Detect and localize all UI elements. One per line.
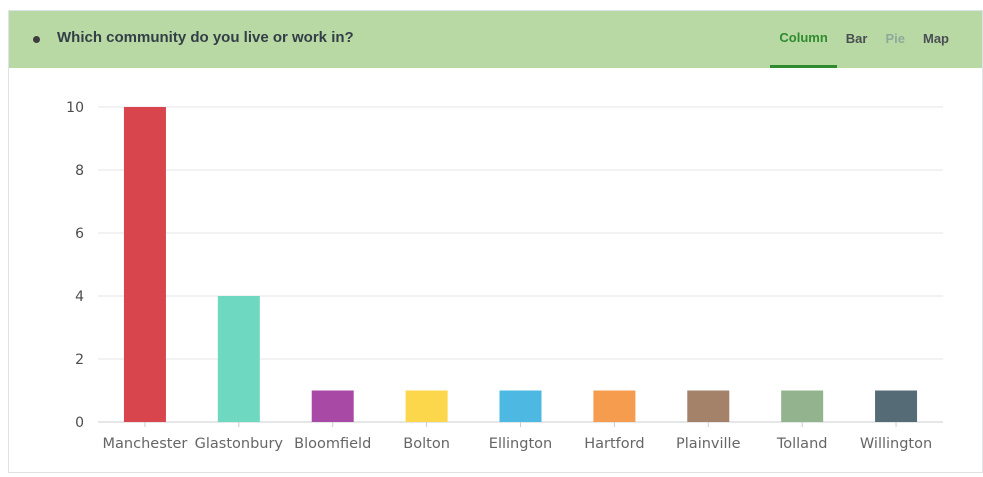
x-tick-label: Bloomfield	[294, 436, 371, 452]
y-tick-label: 6	[75, 226, 84, 242]
bar-ellington[interactable]	[499, 390, 542, 423]
x-tick-label: Willington	[860, 436, 932, 452]
bar-plainville[interactable]	[687, 390, 730, 423]
x-tick-label: Plainville	[676, 436, 741, 452]
y-tick-label: 0	[75, 415, 84, 431]
y-tick-label: 2	[75, 352, 84, 368]
x-tick-label: Glastonbury	[195, 436, 284, 452]
x-tick-label: Hartford	[584, 436, 644, 452]
chart-type-tabs: Column Bar Pie Map	[770, 11, 958, 68]
y-tick-label: 4	[75, 289, 84, 305]
bar-bloomfield[interactable]	[311, 390, 354, 423]
bar-glastonbury[interactable]	[217, 296, 260, 422]
tab-map[interactable]: Map	[923, 31, 949, 46]
question-header: Which community do you live or work in? …	[9, 11, 982, 68]
x-tick-label: Manchester	[103, 436, 188, 452]
chart-card: Which community do you live or work in? …	[8, 10, 983, 473]
bar-tolland[interactable]	[781, 390, 824, 423]
bar-willington[interactable]	[875, 390, 918, 423]
tab-column[interactable]: Column	[770, 11, 837, 68]
tab-bar[interactable]: Bar	[845, 31, 868, 46]
y-tick-label: 8	[75, 163, 84, 179]
bar-manchester[interactable]	[123, 107, 166, 422]
question-title: Which community do you live or work in?	[57, 29, 354, 46]
y-tick-label: 10	[66, 100, 84, 116]
x-tick-label: Bolton	[403, 436, 450, 452]
bar-hartford[interactable]	[593, 390, 636, 423]
bullet-icon	[33, 36, 40, 43]
x-tick-label: Tolland	[776, 436, 828, 452]
x-tick-label: Ellington	[489, 436, 552, 452]
bar-bolton[interactable]	[405, 390, 448, 423]
tab-pie[interactable]: Pie	[885, 31, 905, 46]
